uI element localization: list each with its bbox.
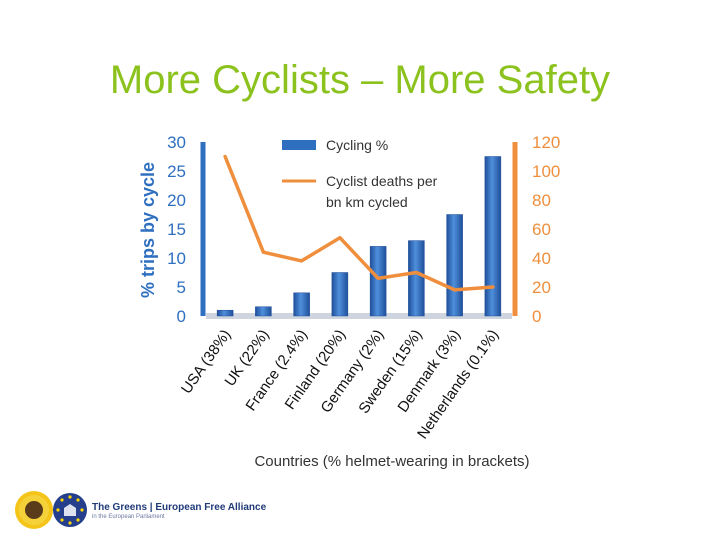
footer-org-name: The Greens | European Free Alliance [92, 502, 267, 513]
left-tick-label: 0 [177, 307, 186, 326]
bar-series [216, 156, 502, 317]
category-labels: USA (38%)UK (22%)France (2.4%)Finland (2… [178, 327, 502, 443]
right-tick-label: 80 [532, 191, 551, 210]
right-tick-label: 0 [532, 307, 541, 326]
right-tick-label: 120 [532, 133, 560, 152]
line-series [223, 154, 495, 292]
left-tick-label: 5 [177, 278, 186, 297]
right-tick-label: 100 [532, 162, 560, 181]
left-axis-ticks: 0 5 10 15 20 25 30 [167, 133, 186, 326]
bar [484, 156, 502, 317]
left-tick-label: 25 [167, 162, 186, 181]
right-tick-label: 40 [532, 249, 551, 268]
bar [293, 292, 310, 317]
bar [446, 214, 463, 317]
left-tick-label: 20 [167, 191, 186, 210]
slide-title: More Cyclists – More Safety [109, 58, 611, 102]
bar [408, 240, 425, 317]
legend-bar-swatch [282, 140, 316, 150]
left-tick-label: 30 [167, 133, 186, 152]
legend-bar-label: Cycling % [326, 137, 388, 153]
bar [369, 246, 387, 317]
eu-stars-icon [53, 493, 87, 527]
left-tick-label: 10 [167, 249, 186, 268]
right-axis-ticks: 0 20 40 60 80 100 120 [532, 133, 560, 326]
bar [255, 306, 272, 317]
x-axis-label: Countries (% helmet-wearing in brackets) [254, 453, 529, 470]
deaths-line [223, 154, 495, 292]
footer-org-sub: in the European Parliament [92, 514, 165, 520]
sunflower-icon [15, 491, 53, 529]
right-tick-label: 60 [532, 220, 551, 239]
legend: Cycling % Cyclist deaths per bn km cycled [282, 137, 438, 210]
category-label: USA (38%) [178, 327, 234, 398]
bar [216, 309, 234, 317]
left-tick-label: 15 [167, 220, 186, 239]
footer-logo [12, 488, 90, 537]
right-tick-label: 20 [532, 278, 551, 297]
bar [331, 272, 349, 317]
legend-line-label: Cyclist deaths per bn km cycled [326, 173, 438, 210]
footer-org: The Greens | European Free Alliance in t… [92, 502, 266, 520]
y-axis-label: % trips by cycle [138, 162, 158, 298]
